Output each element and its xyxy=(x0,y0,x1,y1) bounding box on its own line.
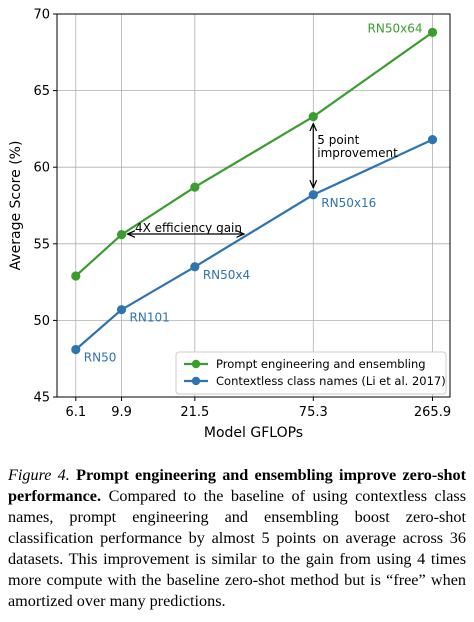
y-tick-label: 55 xyxy=(33,237,50,252)
y-tick-label: 65 xyxy=(33,84,50,99)
legend-box xyxy=(175,351,447,395)
caption-title: Prompt engineering and ensembling improv… xyxy=(8,466,467,505)
x-tick-label: 75.3 xyxy=(299,405,328,420)
data-point xyxy=(190,182,200,192)
y-tick-label: 45 xyxy=(33,391,50,406)
data-point xyxy=(190,262,200,272)
legend-entry: Prompt engineering and ensembling xyxy=(216,357,426,371)
caption-body: Compared to the baseline of using contex… xyxy=(8,487,467,610)
y-tick-label: 50 xyxy=(33,314,50,329)
y-axis-title: Average Score (%) xyxy=(8,141,24,271)
data-point xyxy=(116,230,127,240)
y-tick-label: 70 xyxy=(33,8,50,23)
point-label: RN50x64 xyxy=(368,21,423,35)
point-label: RN50 xyxy=(84,351,117,365)
chart: 45 50 55 60 65 70 6.1 9.9 21.5 75.3 265.9 Model GFL… xyxy=(8,8,451,442)
legend-entry: Contextless class names (Li et al. 2017) xyxy=(216,374,446,388)
data-point xyxy=(308,112,318,122)
point-label: RN50x4 xyxy=(203,268,250,282)
figure-caption: Figure 4. Prompt engineering and ensembl… xyxy=(8,465,466,612)
point-label: RN101 xyxy=(130,311,170,325)
caption-label: Figure 4. xyxy=(8,466,70,484)
improvement-annotation-line1: 5 point xyxy=(317,133,359,147)
x-tick-label: 21.5 xyxy=(180,405,209,420)
efficiency-annotation: 4X efficiency gain xyxy=(135,221,242,235)
data-point xyxy=(71,271,81,281)
x-tick-label: 6.1 xyxy=(65,405,86,420)
x-tick-label: 265.9 xyxy=(414,405,451,420)
point-label: RN50x16 xyxy=(321,196,376,210)
data-point xyxy=(308,190,318,200)
data-point xyxy=(427,27,438,37)
improvement-annotation-line2: improvement xyxy=(317,146,398,160)
legend-swatch-marker xyxy=(191,359,201,369)
legend-swatch-marker xyxy=(191,376,201,386)
figure: 45 50 55 60 65 70 6.1 9.9 21.5 75.3 265.9 Model GFL… xyxy=(8,8,451,442)
data-point xyxy=(71,344,81,355)
x-axis-title: Model GFLOPs xyxy=(204,425,303,441)
plot-frame xyxy=(56,13,451,398)
data-point xyxy=(427,135,438,145)
x-tick-label: 9.9 xyxy=(111,405,132,420)
data-point xyxy=(116,305,127,315)
y-tick-label: 60 xyxy=(33,161,50,176)
